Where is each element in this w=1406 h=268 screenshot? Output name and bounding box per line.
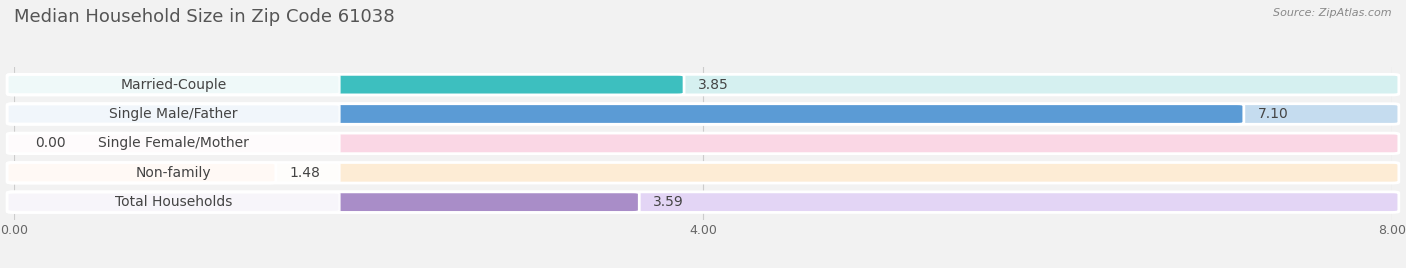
FancyBboxPatch shape [7,74,1399,95]
Text: Married-Couple: Married-Couple [121,78,226,92]
FancyBboxPatch shape [7,134,340,153]
FancyBboxPatch shape [7,162,276,183]
Text: Non-family: Non-family [135,166,211,180]
FancyBboxPatch shape [7,192,1399,213]
FancyBboxPatch shape [7,75,340,94]
FancyBboxPatch shape [7,133,1399,154]
FancyBboxPatch shape [7,192,640,213]
FancyBboxPatch shape [7,104,340,124]
Text: 3.85: 3.85 [697,78,728,92]
Text: 3.59: 3.59 [652,195,683,209]
Text: 7.10: 7.10 [1257,107,1288,121]
Text: Median Household Size in Zip Code 61038: Median Household Size in Zip Code 61038 [14,8,395,26]
Text: Total Households: Total Households [115,195,232,209]
Text: 1.48: 1.48 [290,166,321,180]
FancyBboxPatch shape [7,104,1244,124]
FancyBboxPatch shape [7,192,340,212]
FancyBboxPatch shape [7,74,685,95]
Text: Source: ZipAtlas.com: Source: ZipAtlas.com [1274,8,1392,18]
Text: Single Male/Father: Single Male/Father [110,107,238,121]
FancyBboxPatch shape [7,104,1399,124]
FancyBboxPatch shape [7,162,1399,183]
Text: 0.00: 0.00 [35,136,65,150]
FancyBboxPatch shape [7,163,340,183]
Text: Single Female/Mother: Single Female/Mother [98,136,249,150]
